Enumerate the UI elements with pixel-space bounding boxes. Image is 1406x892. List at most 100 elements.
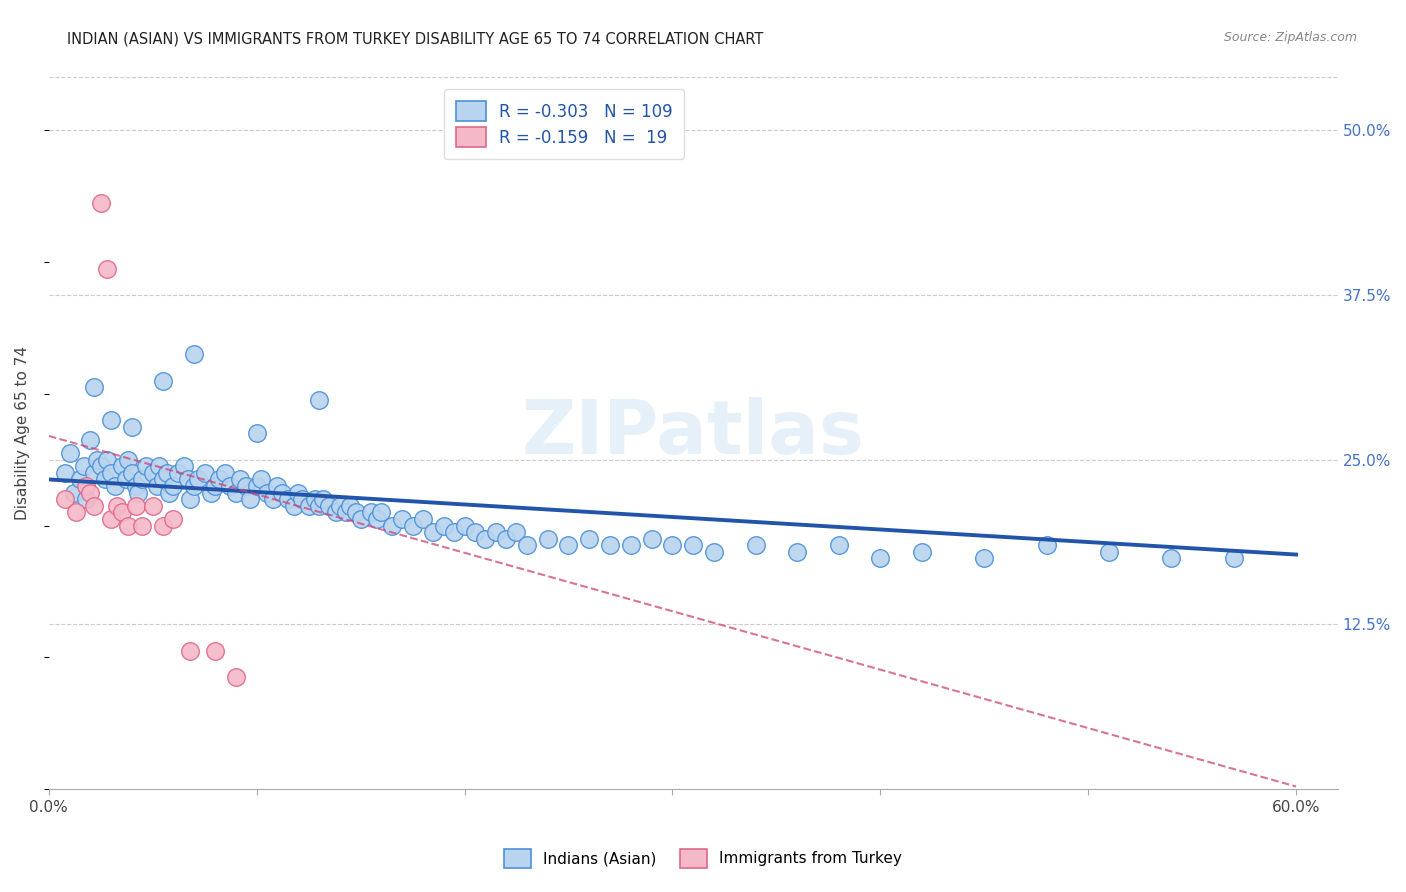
Point	[786, 545, 808, 559]
Point	[911, 545, 934, 559]
Point	[90, 459, 112, 474]
Point	[682, 538, 704, 552]
Point	[142, 466, 165, 480]
Point	[83, 380, 105, 394]
Point	[869, 551, 891, 566]
Point	[152, 374, 174, 388]
Point	[69, 472, 91, 486]
Point	[297, 499, 319, 513]
Point	[537, 532, 560, 546]
Point	[703, 545, 725, 559]
Point	[828, 538, 851, 552]
Point	[366, 512, 388, 526]
Point	[453, 518, 475, 533]
Point	[179, 492, 201, 507]
Text: Source: ZipAtlas.com: Source: ZipAtlas.com	[1223, 31, 1357, 45]
Point	[110, 459, 132, 474]
Point	[225, 670, 247, 684]
Legend: Indians (Asian), Immigrants from Turkey: Indians (Asian), Immigrants from Turkey	[498, 843, 908, 873]
Point	[344, 505, 367, 519]
Point	[214, 466, 236, 480]
Point	[412, 512, 434, 526]
Point	[349, 512, 371, 526]
Point	[173, 459, 195, 474]
Point	[381, 518, 404, 533]
Point	[973, 551, 995, 566]
Point	[162, 479, 184, 493]
Point	[96, 261, 118, 276]
Text: ZIPatlas: ZIPatlas	[522, 397, 865, 470]
Point	[75, 492, 97, 507]
Point	[131, 472, 153, 486]
Point	[104, 479, 127, 493]
Point	[401, 518, 423, 533]
Point	[443, 525, 465, 540]
Point	[304, 492, 326, 507]
Point	[262, 492, 284, 507]
Point	[125, 479, 148, 493]
Point	[79, 485, 101, 500]
Point	[110, 505, 132, 519]
Point	[117, 452, 139, 467]
Point	[131, 518, 153, 533]
Point	[127, 485, 149, 500]
Point	[620, 538, 643, 552]
Point	[474, 532, 496, 546]
Y-axis label: Disability Age 65 to 74: Disability Age 65 to 74	[15, 346, 30, 520]
Point	[391, 512, 413, 526]
Point	[1035, 538, 1057, 552]
Point	[283, 499, 305, 513]
Point	[157, 485, 180, 500]
Point	[318, 499, 340, 513]
Point	[335, 505, 357, 519]
Point	[599, 538, 621, 552]
Point	[204, 644, 226, 658]
Point	[312, 492, 335, 507]
Point	[200, 485, 222, 500]
Point	[308, 499, 330, 513]
Point	[86, 452, 108, 467]
Point	[179, 644, 201, 658]
Point	[557, 538, 579, 552]
Point	[277, 492, 299, 507]
Point	[218, 479, 240, 493]
Point	[152, 518, 174, 533]
Point	[422, 525, 444, 540]
Point	[125, 499, 148, 513]
Point	[117, 518, 139, 533]
Point	[744, 538, 766, 552]
Point	[661, 538, 683, 552]
Point	[464, 525, 486, 540]
Point	[246, 426, 269, 441]
Point	[325, 505, 347, 519]
Point	[235, 479, 257, 493]
Point	[505, 525, 527, 540]
Point	[183, 479, 205, 493]
Point	[121, 419, 143, 434]
Point	[100, 466, 122, 480]
Point	[156, 466, 179, 480]
Point	[249, 472, 271, 486]
Point	[96, 452, 118, 467]
Point	[83, 466, 105, 480]
Point	[485, 525, 508, 540]
Point	[516, 538, 538, 552]
Text: INDIAN (ASIAN) VS IMMIGRANTS FROM TURKEY DISABILITY AGE 65 TO 74 CORRELATION CHA: INDIAN (ASIAN) VS IMMIGRANTS FROM TURKEY…	[67, 31, 763, 46]
Point	[100, 413, 122, 427]
Point	[83, 499, 105, 513]
Point	[1222, 551, 1244, 566]
Point	[239, 492, 262, 507]
Point	[73, 459, 96, 474]
Point	[1160, 551, 1182, 566]
Point	[360, 505, 382, 519]
Point	[152, 472, 174, 486]
Point	[135, 459, 157, 474]
Point	[256, 485, 278, 500]
Point	[433, 518, 456, 533]
Point	[246, 479, 269, 493]
Point	[58, 446, 80, 460]
Point	[148, 459, 170, 474]
Point	[114, 472, 136, 486]
Point	[79, 433, 101, 447]
Point	[94, 472, 117, 486]
